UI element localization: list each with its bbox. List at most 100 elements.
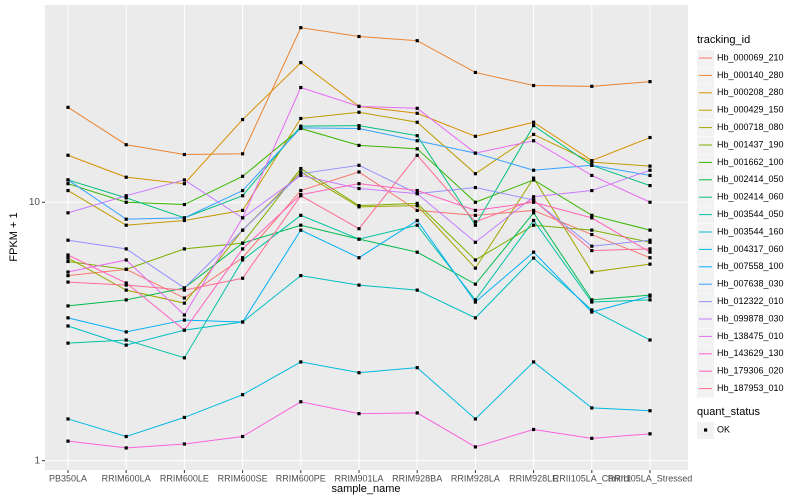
point [415,201,419,205]
point [299,194,303,198]
point [357,227,361,231]
point [299,116,303,121]
point [648,135,652,140]
point [66,341,70,345]
point [473,200,477,204]
point [532,83,536,88]
legend-label: Hb_003544_050 [717,209,784,219]
x-tick-label: RRIM928LA [451,473,500,483]
point [182,152,186,157]
point [590,232,594,237]
legend-label: Hb_000140_280 [717,70,784,80]
point [648,80,652,84]
point [532,132,536,137]
legend-label: Hb_000718_080 [717,122,784,132]
point [66,105,70,109]
point [532,250,536,254]
point [590,173,594,178]
point [415,120,419,124]
point [66,238,70,242]
point [357,170,361,174]
point [299,173,303,178]
point [473,258,477,262]
point [357,256,361,260]
point [357,34,361,39]
point [66,253,70,257]
point [66,274,70,278]
point [415,288,419,292]
point [415,250,419,254]
point [66,316,70,320]
point [473,208,477,213]
point [590,163,594,167]
point [66,417,70,421]
point [182,356,186,360]
point [648,238,652,242]
y-tick-label: 10 [29,197,41,208]
point [124,223,128,227]
point [124,281,128,285]
point [299,85,303,90]
point [473,417,477,421]
point [532,176,536,180]
point [648,173,652,178]
point [473,282,477,286]
point [532,218,536,223]
shape-legend-title: quant_status [697,406,760,418]
point [415,192,419,196]
point [182,328,186,332]
point [473,445,477,449]
point [648,228,652,232]
point [532,124,536,128]
point [124,267,128,271]
point [415,223,419,227]
point [66,182,70,186]
legend-label: Hb_187953_010 [717,383,784,393]
legend-label: OK [717,424,730,434]
point [357,283,361,287]
legend-label: Hb_000208_280 [717,87,784,97]
point [532,200,536,204]
point [124,446,128,450]
point [648,262,652,266]
point [182,301,186,305]
point [299,124,303,128]
point [241,194,245,198]
point [241,117,245,122]
y-axis-title: FPKM + 1 [8,212,20,261]
point [241,256,245,260]
point [124,338,128,342]
point [473,240,477,244]
point [532,360,536,364]
point [357,110,361,114]
point [124,434,128,439]
point [415,106,419,110]
point [66,256,70,260]
point [532,120,536,124]
point [357,204,361,208]
point [357,126,361,131]
point [590,188,594,193]
point [66,211,70,215]
x-tick-label: RRII105LA_Control [553,473,631,483]
x-tick-label: RRIM600LE [160,473,209,483]
point [532,198,536,202]
point [182,182,186,186]
point [66,270,70,274]
point [241,247,245,251]
legend-label: Hb_099878_030 [717,313,784,323]
point [357,182,361,186]
point [532,427,536,432]
point [415,153,419,157]
point [415,411,419,415]
point [241,188,245,193]
point [66,259,70,264]
point [590,406,594,410]
point [299,61,303,65]
point [124,217,128,221]
point [124,258,128,262]
point [66,439,70,443]
point [532,168,536,172]
point [124,247,128,251]
x-tick-label: RRIM600PE [276,473,326,483]
